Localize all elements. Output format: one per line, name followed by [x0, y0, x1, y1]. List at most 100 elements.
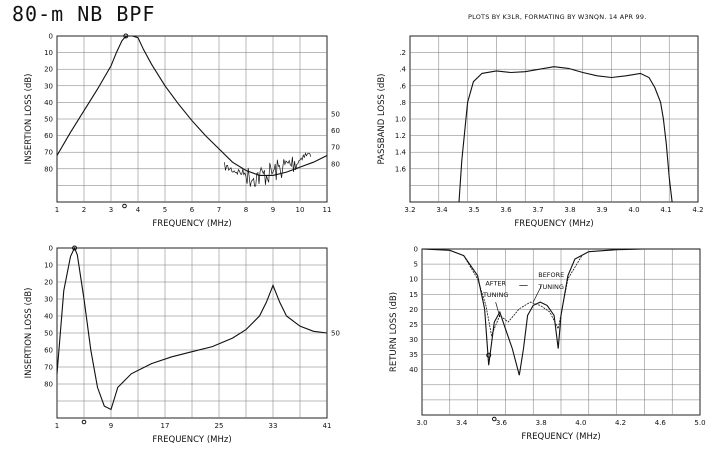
x-tick-label: 5 — [163, 206, 167, 214]
grid — [422, 249, 700, 415]
series-line — [421, 248, 700, 376]
series-line-before — [463, 255, 583, 337]
annotation-after: AFTER — [485, 280, 506, 288]
chart-insertion-loss-1-41: 1 9 17 25 33 41 0 10 20 30 40 50 60 70 80 50 FREQUENCY (… — [0, 236, 360, 459]
y-tick-label: 10 — [44, 262, 53, 270]
chart-return-loss: 3.0 3.4 3.6 3.8 4.0 4.2 4.6 5.0 0 5 10 15 20 25 30 35 40… — [360, 236, 720, 459]
marker-point — [123, 33, 129, 39]
noise-floor-trace — [224, 152, 312, 187]
right-tick-label: 60 — [331, 127, 340, 135]
x-tick-label: 33 — [269, 422, 278, 430]
x-tick-label: 6 — [190, 206, 195, 214]
chart-svg: 3.2 3.4 3.5 3.6 3.7 3.8 3.9 4.0 4.1 4.2 .2 .4 .6 .8 1.… — [377, 35, 704, 229]
marker-point — [72, 245, 78, 251]
x-tick-label: 3.8 — [536, 419, 547, 427]
y-tick-label: 1.0 — [395, 116, 406, 124]
series-line — [56, 246, 328, 411]
x-tick-label: 5.0 — [694, 419, 705, 427]
right-tick-label: 50 — [331, 111, 340, 119]
x-tick-label: 9 — [271, 206, 275, 214]
y-tick-label: 70 — [44, 149, 53, 157]
x-tick-label: 41 — [323, 422, 332, 430]
grid — [57, 248, 327, 418]
x-tick-label: 3 — [109, 206, 113, 214]
grid — [410, 36, 698, 202]
y-tick-label: 20 — [44, 279, 53, 287]
right-tick-label: 50 — [331, 330, 340, 338]
x-tick-label: 2 — [82, 206, 86, 214]
grid — [57, 36, 327, 202]
marker-point — [81, 419, 87, 425]
y-tick-label: .8 — [399, 99, 406, 107]
y-tick-label: 30 — [409, 336, 418, 344]
x-tick-label: 4.2 — [615, 419, 626, 427]
page-title: 80-m NB BPF — [12, 2, 156, 26]
y-tick-label: 60 — [44, 347, 53, 355]
x-tick-label: 1 — [55, 206, 59, 214]
y-tick-label: 80 — [44, 381, 53, 389]
annotation-arrow — [532, 285, 542, 303]
x-tick-label: 9 — [109, 422, 113, 430]
x-tick-label: 3.0 — [416, 419, 427, 427]
y-tick-label: 30 — [44, 82, 53, 90]
x-tick-label: 4.6 — [655, 419, 667, 427]
x-tick-label: 3.2 — [404, 206, 415, 214]
annotation-after-tuning: TUNING — [482, 291, 508, 299]
annotation-arrow — [495, 302, 501, 318]
y-tick-label: 50 — [44, 116, 53, 124]
x-tick-label: 4.2 — [692, 206, 703, 214]
x-tick-label: 11 — [323, 206, 332, 214]
y-tick-label: 80 — [44, 165, 53, 173]
y-tick-label: 1.6 — [395, 165, 407, 173]
y-tick-label: 20 — [409, 306, 418, 314]
y-tick-label: 5 — [414, 261, 418, 269]
right-tick-label: 70 — [331, 144, 340, 152]
x-tick-label: 4.0 — [628, 206, 639, 214]
x-tick-label: 3.4 — [456, 419, 468, 427]
annotation-before-tuning: TUNING — [538, 283, 564, 291]
x-axis-label: FREQUENCY (MHz) — [521, 432, 600, 442]
x-tick-label: 3.7 — [532, 206, 543, 214]
y-tick-label: .4 — [399, 66, 406, 74]
chart-svg: 3.0 3.4 3.6 3.8 4.0 4.2 4.6 5.0 0 5 10 15 20 25 30 35 40… — [389, 246, 706, 443]
y-tick-label: 15 — [409, 291, 418, 299]
y-tick-label: 20 — [44, 66, 53, 74]
y-tick-label: 0 — [49, 245, 53, 253]
x-tick-label: 3.6 — [500, 206, 512, 214]
x-tick-label: 4.0 — [575, 419, 586, 427]
series-line — [458, 66, 673, 203]
right-tick-label: 80 — [331, 160, 340, 168]
chart-svg: 1 2 3 4 5 6 7 8 9 10 11 0 10 20 30 40 50 60 70 80 50 60 70 80 FR… — [24, 33, 340, 230]
x-tick-label: 10 — [296, 206, 305, 214]
y-axis-label: RETURN LOSS (dB) — [389, 292, 399, 372]
x-tick-label: 25 — [215, 422, 224, 430]
x-tick-label: 1 — [55, 422, 59, 430]
series-line — [56, 35, 328, 176]
y-tick-label: 0 — [414, 246, 418, 254]
x-axis-label: FREQUENCY (MHz) — [514, 219, 593, 229]
x-axis-label: FREQUENCY (MHz) — [152, 219, 231, 229]
y-tick-label: .6 — [399, 82, 406, 90]
y-tick-label: 60 — [44, 132, 53, 140]
y-axis-label: PASSBAND LOSS (dB) — [377, 74, 387, 165]
y-tick-label: 35 — [409, 351, 418, 359]
y-tick-label: 50 — [44, 330, 53, 338]
marker-point — [122, 203, 127, 209]
y-axis-label: INSERTION LOSS (dB) — [24, 74, 34, 165]
x-tick-label: 3.6 — [496, 419, 508, 427]
y-tick-label: 40 — [409, 366, 418, 374]
y-tick-label: 25 — [409, 321, 418, 329]
chart-passband-loss: 3.2 3.4 3.5 3.6 3.7 3.8 3.9 4.0 4.1 4.2 .2 .4 .6 .8 1.… — [360, 24, 720, 236]
y-tick-label: 30 — [44, 296, 53, 304]
chart-insertion-loss-1-11: 1 2 3 4 5 6 7 8 9 10 11 0 10 20 30 40 50 60 70 80 50 60 70 80 FR… — [0, 24, 360, 236]
y-tick-label: 40 — [44, 313, 53, 321]
marker-point — [491, 416, 497, 422]
y-axis-label: INSERTION LOSS (dB) — [24, 288, 34, 379]
y-tick-label: 1.2 — [395, 132, 406, 140]
x-tick-label: 3.4 — [436, 206, 448, 214]
x-tick-label: 3.9 — [596, 206, 607, 214]
y-tick-label: .2 — [399, 49, 406, 57]
x-tick-label: 3.8 — [564, 206, 575, 214]
x-tick-label: 7 — [217, 206, 221, 214]
y-tick-label: 10 — [409, 276, 418, 284]
